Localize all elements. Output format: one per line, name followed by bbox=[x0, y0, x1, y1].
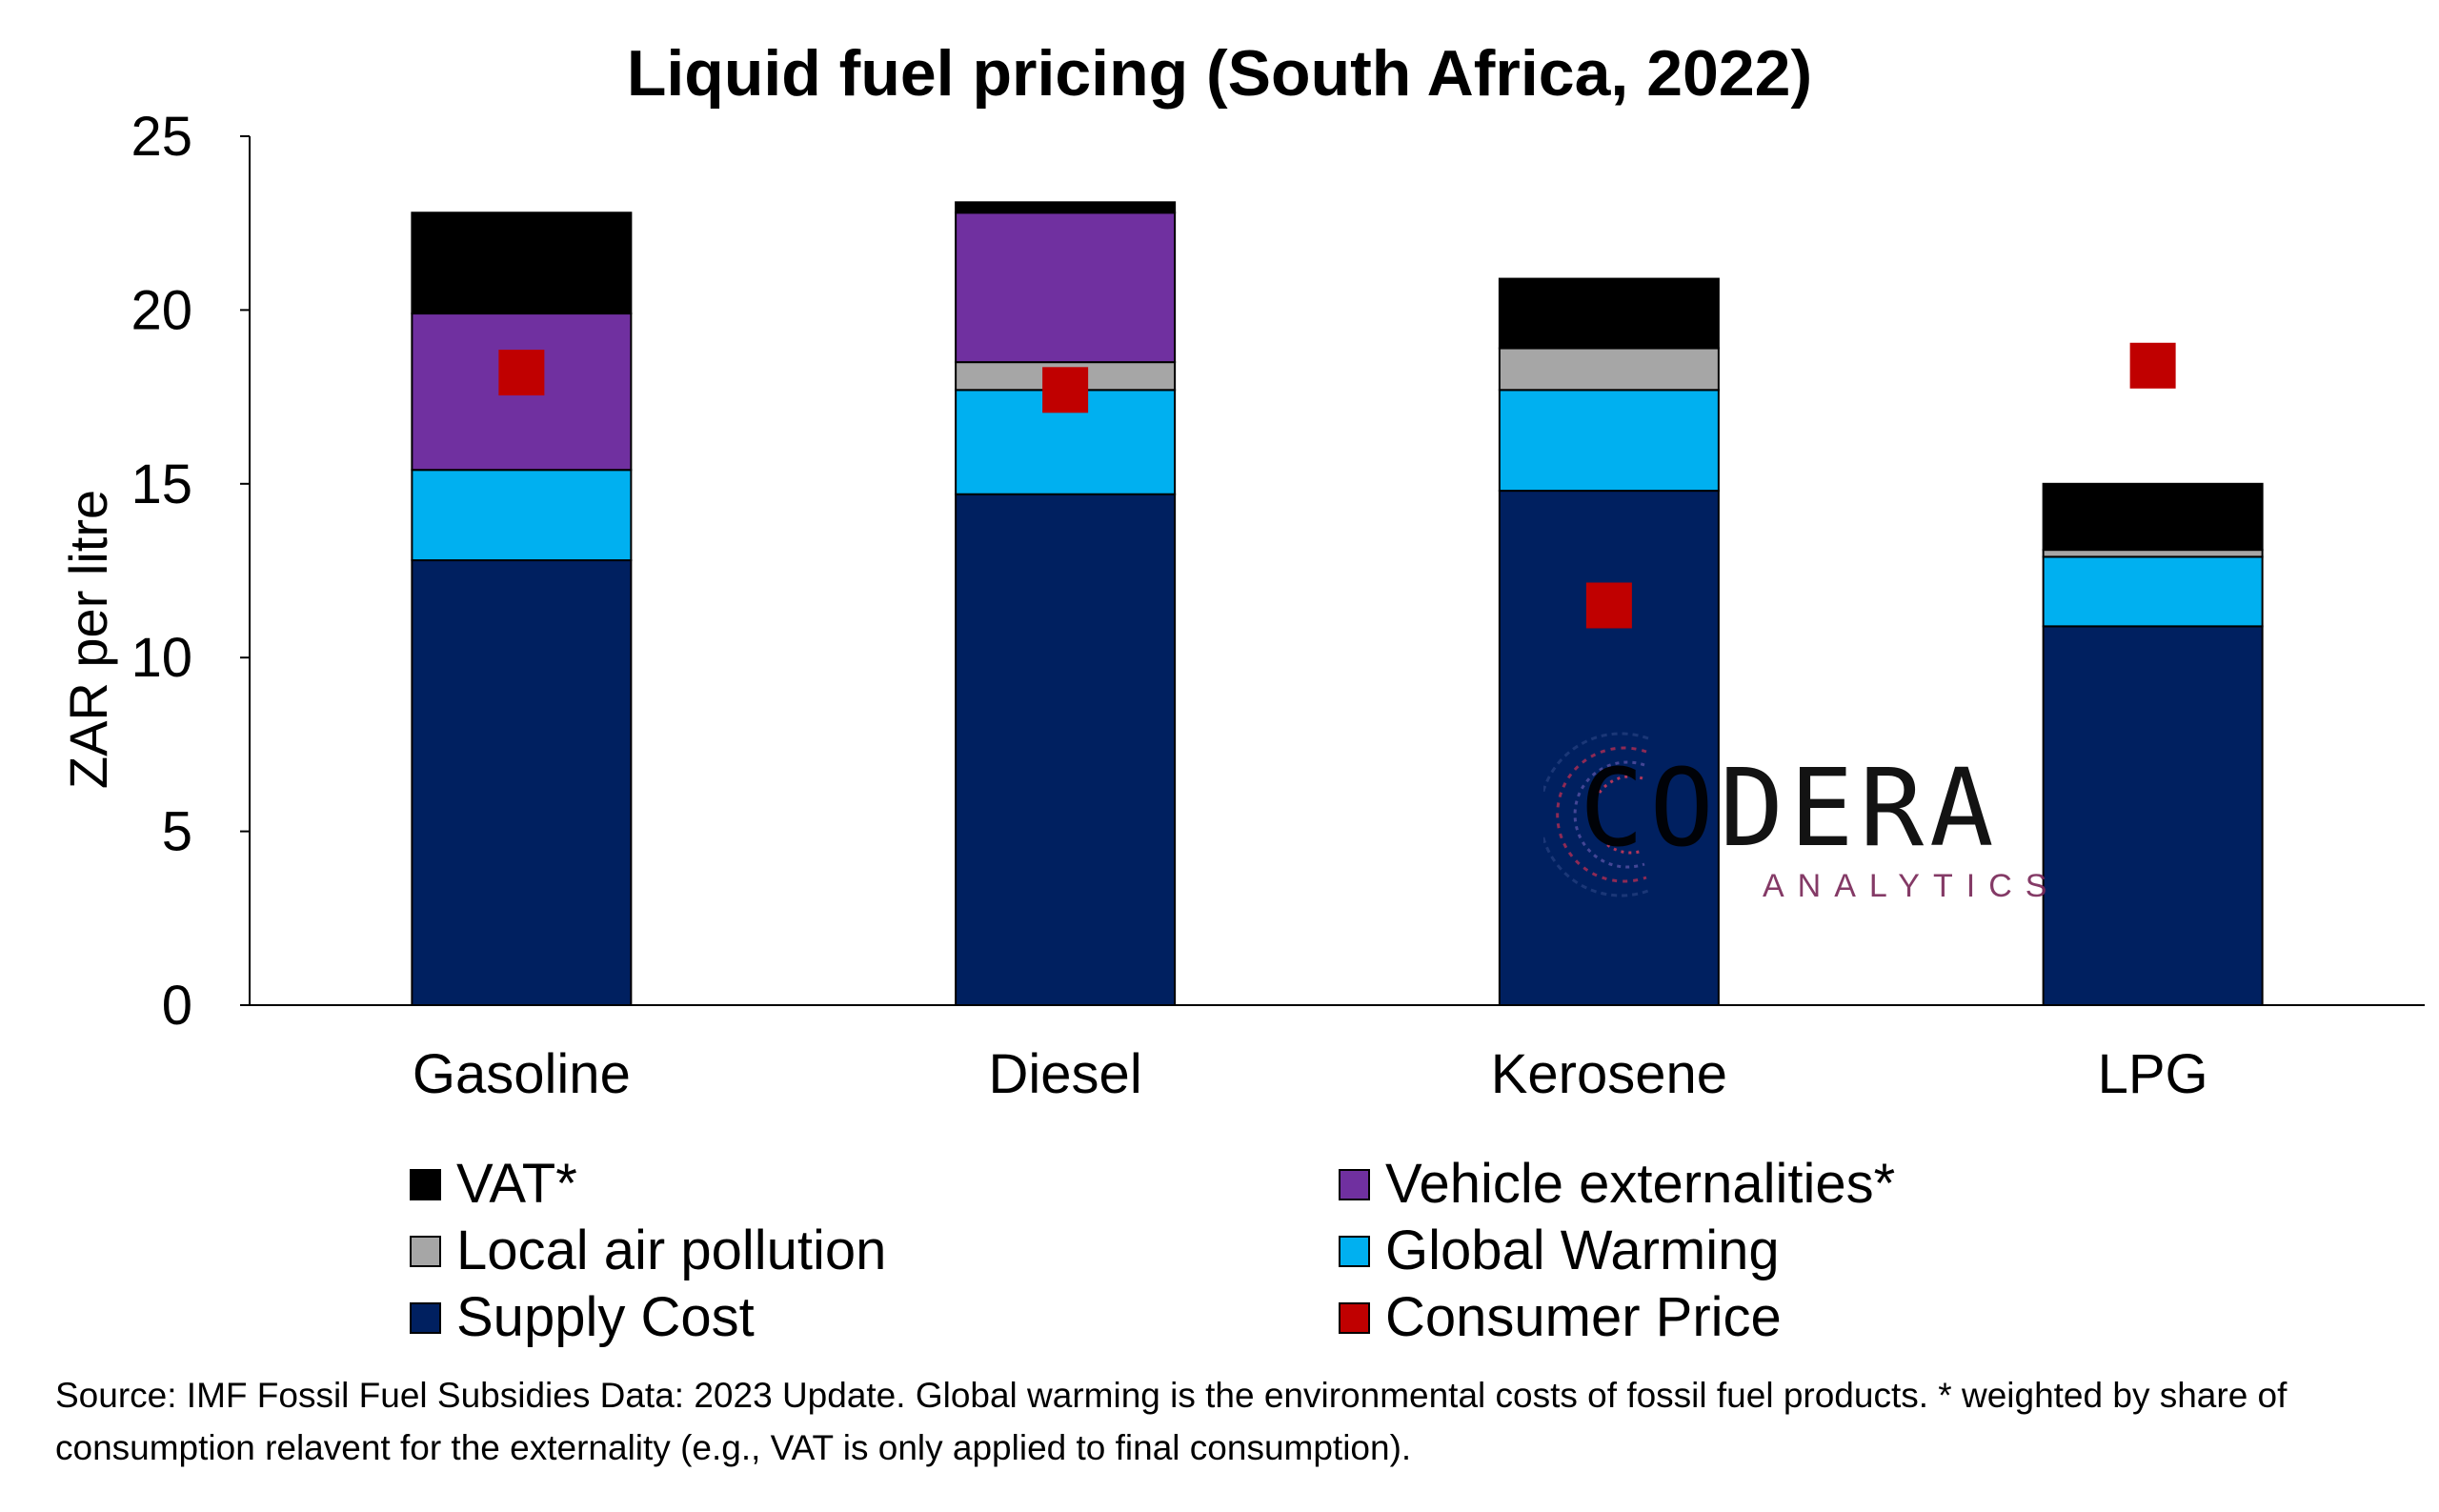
bar-segment bbox=[2042, 549, 2264, 558]
y-tick-label: 0 bbox=[162, 975, 192, 1037]
legend-label: Consumer Price bbox=[1385, 1286, 1782, 1348]
legend-swatch bbox=[1339, 1235, 1370, 1267]
legend-swatch bbox=[410, 1168, 441, 1200]
legend-item: Consumer Price bbox=[1339, 1286, 1782, 1349]
legend-label: Vehicle externalities* bbox=[1385, 1153, 1896, 1215]
bar-segment bbox=[411, 212, 633, 315]
legend-swatch bbox=[1339, 1301, 1370, 1334]
bar-segment bbox=[1498, 277, 1720, 350]
legend-swatch bbox=[410, 1301, 441, 1334]
consumer-price-marker bbox=[1042, 367, 1089, 413]
bar-segment bbox=[411, 469, 633, 562]
legend-label: Supply Cost bbox=[456, 1286, 755, 1348]
consumer-price-marker bbox=[2129, 342, 2176, 389]
legend-label: Global Warming bbox=[1385, 1220, 1780, 1281]
bar-segment bbox=[1498, 389, 1720, 493]
bar-segment bbox=[2042, 555, 2264, 628]
legend-item: Global Warming bbox=[1339, 1220, 1780, 1282]
y-axis-label: ZAR per litre bbox=[58, 490, 118, 789]
y-tick-label: 5 bbox=[162, 801, 192, 863]
legend-item: Supply Cost bbox=[410, 1286, 755, 1349]
source-note: Source: IMF Fossil Fuel Subsidies Data: … bbox=[55, 1376, 2288, 1467]
x-tick-label: Diesel bbox=[989, 1043, 1142, 1105]
bar-segment bbox=[955, 493, 1177, 1006]
bar-segment bbox=[411, 559, 633, 1007]
logo-wordmark: CODERA bbox=[1580, 747, 2000, 871]
y-tick-label: 10 bbox=[131, 627, 192, 689]
bar-segment bbox=[1498, 347, 1720, 392]
y-tick-label: 25 bbox=[131, 106, 192, 168]
bar-segment bbox=[955, 201, 1177, 214]
consumer-price-marker bbox=[498, 350, 545, 396]
x-tick-label: Gasoline bbox=[413, 1043, 631, 1105]
legend-item: Local air pollution bbox=[410, 1220, 886, 1282]
y-tick-label: 15 bbox=[131, 454, 192, 515]
logo-ring-icon bbox=[1543, 732, 1649, 897]
legend-swatch bbox=[410, 1235, 441, 1267]
x-tick-label: LPG bbox=[2098, 1043, 2208, 1105]
consumer-price-marker bbox=[1585, 582, 1632, 629]
x-tick-label: Kerosene bbox=[1491, 1043, 1727, 1105]
codera-logo: CODERA ANALYTICS bbox=[1543, 719, 2046, 910]
legend-swatch bbox=[1339, 1168, 1370, 1200]
bar-segment bbox=[2042, 625, 2264, 1006]
legend-item: VAT* bbox=[410, 1153, 577, 1216]
y-tick-label: 20 bbox=[131, 279, 192, 341]
plot-area: 0 5 10 15 20 25 Gasoline Diesel Kerosene LPG bbox=[131, 106, 2425, 1105]
bar-segment bbox=[1498, 490, 1720, 1006]
bar-segment bbox=[955, 212, 1177, 364]
legend-label: VAT* bbox=[456, 1153, 577, 1215]
legend-item: Vehicle externalities* bbox=[1339, 1153, 1895, 1216]
chart-title: Liquid fuel pricing (South Africa, 2022) bbox=[627, 37, 1812, 110]
bar-segment bbox=[2042, 482, 2264, 552]
logo-subtitle: ANALYTICS bbox=[1763, 868, 2061, 904]
legend-label: Local air pollution bbox=[456, 1220, 887, 1281]
